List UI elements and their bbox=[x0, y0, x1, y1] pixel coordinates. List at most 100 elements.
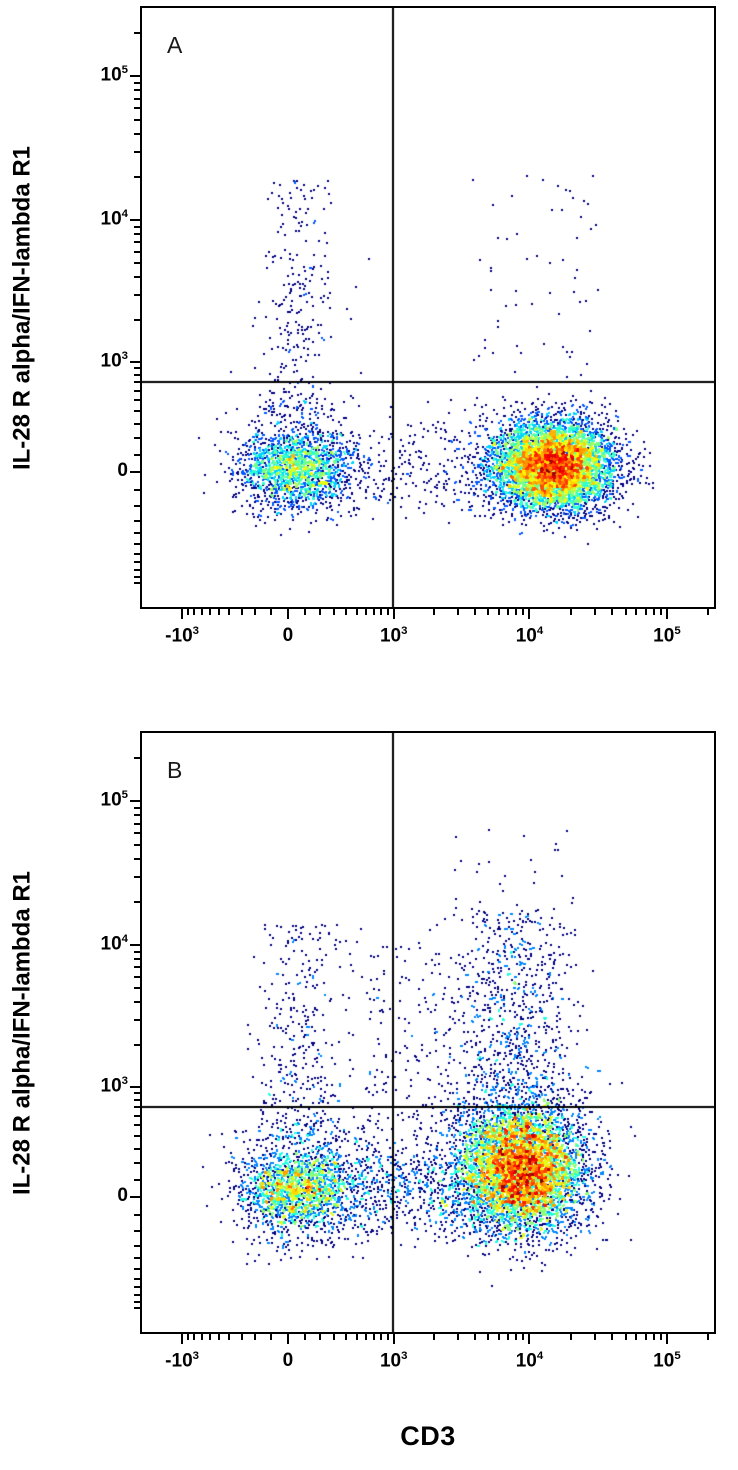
x-major-tick bbox=[665, 1334, 668, 1344]
x-minor-tick bbox=[373, 609, 376, 615]
x-minor-tick bbox=[659, 609, 662, 615]
x-tick-label: 104 bbox=[515, 1350, 544, 1372]
x-axis-title: CD3 bbox=[400, 1421, 456, 1451]
x-minor-tick bbox=[487, 609, 490, 615]
panel-b-letter: B bbox=[167, 757, 183, 783]
x-minor-tick bbox=[270, 609, 273, 615]
x-minor-tick bbox=[254, 609, 257, 615]
x-minor-tick bbox=[193, 1334, 196, 1340]
x-minor-tick bbox=[644, 609, 647, 615]
panel-a-letter: A bbox=[167, 32, 183, 58]
x-minor-tick bbox=[254, 1334, 257, 1340]
x-minor-tick bbox=[507, 609, 510, 615]
x-minor-tick bbox=[365, 1334, 367, 1340]
y-tick-label: 104 bbox=[100, 208, 128, 230]
x-minor-tick bbox=[240, 1334, 243, 1340]
x-minor-tick bbox=[487, 1334, 490, 1340]
x-minor-tick bbox=[193, 609, 196, 615]
tick-exponent: 4 bbox=[121, 933, 128, 945]
x-minor-tick bbox=[473, 1334, 476, 1340]
x-major-tick bbox=[286, 609, 289, 619]
x-minor-tick bbox=[228, 1334, 231, 1340]
x-minor-tick bbox=[355, 609, 358, 615]
tick-exponent: 4 bbox=[536, 1350, 544, 1362]
x-minor-tick bbox=[386, 1334, 389, 1340]
x-minor-tick bbox=[200, 1334, 203, 1340]
x-minor-tick bbox=[319, 609, 322, 615]
x-minor-tick bbox=[644, 1334, 647, 1340]
x-minor-tick bbox=[432, 1334, 435, 1340]
x-minor-tick bbox=[365, 609, 367, 615]
x-tick-label: -103 bbox=[165, 625, 199, 647]
y-axis-title-panel-a: IL-28 R alpha/IFN-lambda R1 bbox=[8, 145, 36, 471]
x-minor-tick bbox=[303, 1334, 306, 1340]
x-minor-tick bbox=[611, 609, 614, 615]
tick-exponent: 3 bbox=[401, 1350, 408, 1362]
x-minor-tick bbox=[594, 1334, 597, 1340]
x-minor-tick bbox=[208, 609, 211, 615]
x-tick-label: 103 bbox=[379, 625, 408, 647]
x-minor-tick bbox=[228, 609, 231, 615]
x-minor-tick bbox=[515, 609, 518, 615]
x-minor-tick bbox=[380, 1334, 383, 1340]
x-minor-tick bbox=[217, 609, 220, 615]
y-tick-label: 105 bbox=[100, 64, 128, 86]
x-tick-label: -103 bbox=[165, 1350, 199, 1372]
x-minor-tick bbox=[186, 609, 189, 615]
x-minor-tick bbox=[473, 609, 476, 615]
y-tick-label: 0 bbox=[117, 460, 128, 482]
x-minor-tick bbox=[303, 609, 306, 615]
y-major-tick bbox=[130, 471, 140, 474]
y-tick-label: 103 bbox=[100, 349, 128, 372]
x-minor-tick bbox=[200, 609, 203, 615]
tick-exponent: 5 bbox=[121, 64, 128, 77]
x-minor-tick bbox=[208, 1334, 211, 1340]
tick-exponent: 3 bbox=[401, 625, 408, 637]
x-tick-label: 103 bbox=[379, 1350, 408, 1372]
tick-exponent: 4 bbox=[536, 625, 544, 637]
y-major-tick bbox=[130, 800, 140, 803]
x-minor-tick bbox=[635, 1334, 638, 1340]
x-major-tick bbox=[181, 1334, 184, 1344]
x-minor-tick bbox=[456, 1334, 459, 1340]
x-minor-tick bbox=[507, 1334, 510, 1340]
x-tick-label: 0 bbox=[282, 625, 294, 646]
x-minor-tick bbox=[497, 1334, 500, 1340]
x-tick-label: 105 bbox=[653, 625, 681, 647]
x-minor-tick bbox=[652, 1334, 655, 1340]
y-tick-label: 105 bbox=[100, 789, 128, 811]
x-minor-tick bbox=[386, 609, 389, 615]
x-minor-tick bbox=[515, 1334, 518, 1340]
x-minor-tick bbox=[611, 1334, 614, 1340]
y-major-tick bbox=[130, 75, 140, 78]
x-minor-tick bbox=[707, 609, 710, 615]
y-major-tick bbox=[130, 219, 140, 221]
y-axis-title-panel-b: IL-28 R alpha/IFN-lambda R1 bbox=[8, 870, 36, 1196]
tick-exponent: 3 bbox=[192, 1350, 199, 1362]
x-minor-tick bbox=[635, 609, 638, 615]
tick-exponent: 5 bbox=[121, 789, 128, 802]
x-major-tick bbox=[181, 609, 184, 619]
panel-b-plot-box bbox=[140, 731, 716, 1334]
x-minor-tick bbox=[345, 1334, 348, 1340]
x-minor-tick bbox=[522, 609, 525, 615]
x-major-tick bbox=[665, 609, 668, 619]
x-minor-tick bbox=[569, 609, 572, 615]
x-minor-tick bbox=[186, 1334, 189, 1340]
x-major-tick bbox=[392, 609, 395, 619]
x-minor-tick bbox=[652, 609, 655, 615]
x-minor-tick bbox=[707, 1334, 710, 1340]
x-minor-tick bbox=[522, 1334, 525, 1340]
y-tick-label: 0 bbox=[117, 1185, 128, 1207]
x-major-tick bbox=[528, 1334, 531, 1344]
tick-exponent: 3 bbox=[121, 1074, 128, 1087]
x-tick-label: 105 bbox=[653, 1350, 681, 1372]
panel-b-density-canvas bbox=[142, 733, 714, 1332]
y-tick-label: 103 bbox=[100, 1074, 128, 1097]
x-minor-tick bbox=[333, 609, 336, 615]
x-minor-tick bbox=[497, 609, 500, 615]
panel-a-plot-box bbox=[140, 6, 716, 609]
x-minor-tick bbox=[624, 1334, 627, 1340]
x-minor-tick bbox=[659, 1334, 662, 1340]
